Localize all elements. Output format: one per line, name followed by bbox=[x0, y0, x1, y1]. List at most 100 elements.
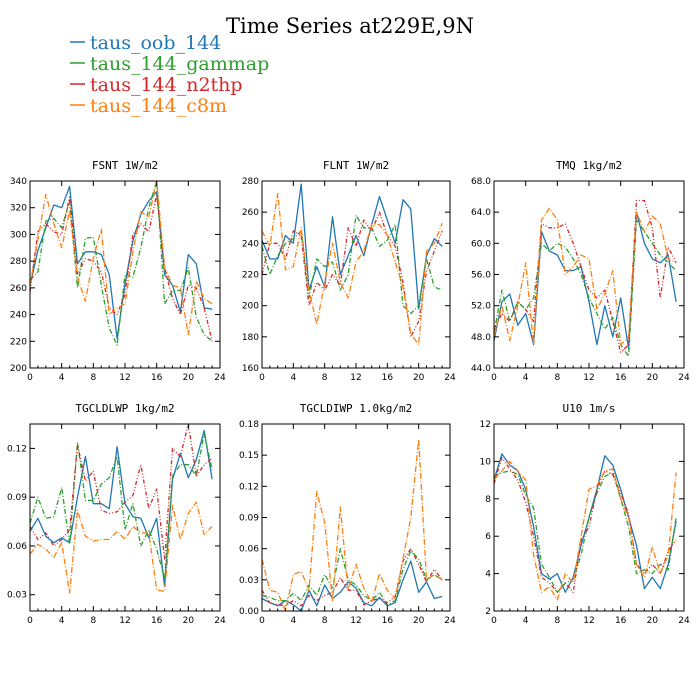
y-tick-label: 260 bbox=[10, 284, 27, 294]
y-tick-label: 0.06 bbox=[7, 542, 27, 552]
y-tick-label: 60.0 bbox=[471, 239, 491, 249]
y-tick-label: 280 bbox=[10, 257, 27, 267]
x-tick-label: 12 bbox=[350, 616, 361, 626]
y-tick-label: 8 bbox=[485, 495, 491, 505]
x-tick-label: 16 bbox=[151, 373, 163, 383]
x-tick-label: 20 bbox=[413, 616, 425, 626]
x-tick-label: 0 bbox=[27, 616, 33, 626]
panel-title: TGCLDLWP 1kg/m2 bbox=[75, 402, 174, 415]
x-tick-label: 12 bbox=[583, 616, 594, 626]
y-tick-label: 280 bbox=[242, 177, 259, 187]
panel-title: TGCLDIWP 1.0kg/m2 bbox=[300, 402, 413, 415]
x-tick-label: 12 bbox=[119, 373, 130, 383]
y-tick-label: 52.0 bbox=[471, 302, 491, 312]
series-line bbox=[29, 193, 213, 342]
legend-entry: taus_144_n2thp bbox=[90, 74, 243, 96]
x-tick-label: 16 bbox=[382, 616, 394, 626]
series-line bbox=[261, 192, 443, 346]
y-tick-label: 56.0 bbox=[471, 271, 491, 281]
chart-panel: TMQ 1kg/m2 0 4 8 12 16 20 24 44.0 48.0 52.0 56.0 60.… bbox=[471, 159, 690, 383]
y-tick-label: 10 bbox=[480, 457, 492, 467]
x-tick-label: 24 bbox=[214, 616, 226, 626]
series-line bbox=[261, 211, 443, 338]
x-tick-label: 0 bbox=[259, 616, 265, 626]
y-tick-label: 260 bbox=[242, 208, 259, 218]
series-line bbox=[261, 438, 443, 612]
x-tick-label: 8 bbox=[554, 373, 560, 383]
plot-frame bbox=[493, 180, 685, 369]
y-tick-label: 0.09 bbox=[239, 514, 259, 524]
series-line bbox=[493, 453, 677, 593]
y-tick-label: 68.0 bbox=[471, 177, 491, 187]
series-line bbox=[261, 548, 443, 606]
x-tick-label: 20 bbox=[183, 373, 195, 383]
x-tick-label: 8 bbox=[90, 373, 96, 383]
x-tick-label: 16 bbox=[615, 373, 627, 383]
x-tick-label: 20 bbox=[647, 373, 659, 383]
x-tick-label: 24 bbox=[678, 616, 690, 626]
x-tick-label: 16 bbox=[151, 616, 163, 626]
y-tick-label: 44.0 bbox=[471, 364, 491, 374]
figure-title: Time Series at229E,9N bbox=[226, 14, 474, 38]
y-tick-label: 0.12 bbox=[7, 444, 27, 454]
x-tick-label: 0 bbox=[27, 373, 33, 383]
panels: FSNT 1W/m20 4 8 12 16 20 242002202402602803003… bbox=[7, 159, 690, 626]
x-tick-label: 4 bbox=[59, 616, 65, 626]
chart-panel: TGCLDLWP 1kg/m2 0 4 8 12 16 20 24 0.03 0.06 0.09 0.… bbox=[7, 402, 226, 626]
plot-frame bbox=[29, 180, 221, 369]
plot-frame bbox=[261, 423, 451, 612]
x-tick-label: 8 bbox=[322, 373, 328, 383]
panel-title: FLNT 1W/m2 bbox=[323, 159, 389, 172]
series-line bbox=[261, 560, 443, 612]
x-tick-label: 8 bbox=[554, 616, 560, 626]
legend: taus_oob_144taus_144_gammaptaus_144_n2th… bbox=[70, 32, 269, 117]
series-line bbox=[29, 180, 213, 346]
x-tick-label: 0 bbox=[491, 373, 497, 383]
x-tick-label: 16 bbox=[615, 616, 627, 626]
x-tick-label: 8 bbox=[322, 616, 328, 626]
plot-frame bbox=[29, 423, 221, 612]
y-tick-label: 0.00 bbox=[239, 607, 259, 617]
y-tick-label: 200 bbox=[10, 364, 27, 374]
series-line bbox=[493, 207, 677, 346]
series-line bbox=[29, 423, 213, 560]
y-tick-label: 220 bbox=[242, 271, 259, 281]
y-tick-label: 0.06 bbox=[239, 545, 259, 555]
x-tick-label: 4 bbox=[523, 373, 529, 383]
y-tick-label: 6 bbox=[485, 532, 491, 542]
x-tick-label: 20 bbox=[183, 616, 195, 626]
x-tick-label: 20 bbox=[413, 373, 425, 383]
x-tick-label: 4 bbox=[290, 373, 296, 383]
series-line bbox=[29, 501, 213, 594]
y-tick-label: 64.0 bbox=[471, 208, 491, 218]
y-tick-label: 48.0 bbox=[471, 333, 491, 343]
panel-title: TMQ 1kg/m2 bbox=[556, 159, 622, 172]
plot-frame bbox=[261, 180, 451, 369]
series-line bbox=[29, 429, 213, 588]
panel-title: U10 1m/s bbox=[563, 402, 616, 415]
x-tick-label: 16 bbox=[382, 373, 394, 383]
series-line bbox=[493, 219, 677, 357]
x-tick-label: 12 bbox=[350, 373, 361, 383]
series-line bbox=[493, 460, 677, 601]
y-tick-label: 340 bbox=[10, 177, 27, 187]
series-line bbox=[261, 214, 443, 315]
x-tick-label: 0 bbox=[259, 373, 265, 383]
legend-entry: taus_144_gammap bbox=[90, 53, 269, 75]
y-tick-label: 180 bbox=[242, 333, 259, 343]
y-tick-label: 0.18 bbox=[239, 420, 259, 430]
y-tick-label: 0.09 bbox=[7, 493, 27, 503]
y-tick-label: 300 bbox=[10, 230, 27, 240]
y-tick-label: 0.03 bbox=[239, 576, 259, 586]
chart-panel: FSNT 1W/m2 0 4 8 12 16 20 24 200 220 240 260 280 300 3… bbox=[10, 159, 226, 383]
x-tick-label: 24 bbox=[444, 373, 456, 383]
y-tick-label: 0.15 bbox=[239, 451, 259, 461]
x-tick-label: 12 bbox=[583, 373, 594, 383]
y-tick-label: 240 bbox=[10, 311, 27, 321]
chart-panel: FLNT 1W/m2 0 4 8 12 16 20 24 160 180 200 220 240 260 2… bbox=[242, 159, 456, 383]
x-tick-label: 4 bbox=[523, 616, 529, 626]
chart-panel: TGCLDIWP 1.0kg/m2 0 4 8 12 16 20 24 0.00 0.03 0.06… bbox=[239, 402, 456, 626]
legend-entry: taus_oob_144 bbox=[90, 32, 221, 54]
series-line bbox=[29, 180, 213, 336]
